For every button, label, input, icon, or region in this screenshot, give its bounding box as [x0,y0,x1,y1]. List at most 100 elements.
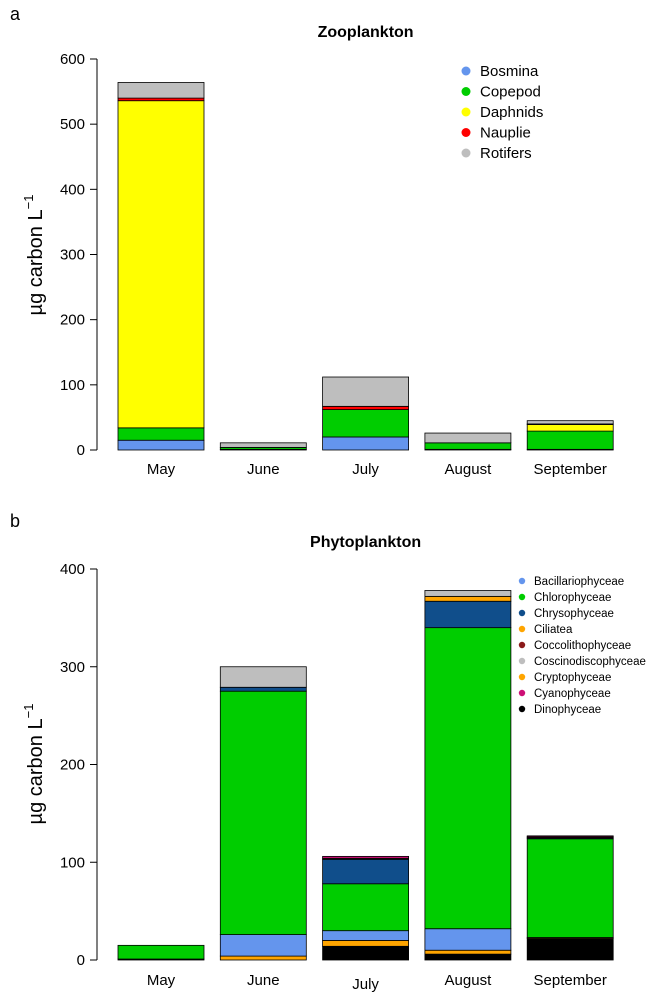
chart-title: Zooplankton [318,24,414,41]
bar-segment-bacillariophyceae [322,930,410,941]
y-axis-label: µg carbon L−1 [21,704,47,825]
bar-segment-dinophyceae [526,938,614,961]
y-axis-label: µg carbon L−1 [21,195,47,316]
bar-segment-cyanophyceae [526,835,614,838]
bar-segment-bacillariophyceae [424,928,512,951]
bar-segment-chrysophyceae [219,686,307,692]
legend-marker-nauplie [461,128,471,137]
bar-segment-rotifers [526,420,614,425]
bar-segment-daphnids [117,100,205,429]
bar-segment-nauplie [322,405,410,410]
legend-marker-coccolithophyceae [518,641,526,649]
bar-stack-july [322,855,410,961]
bar-segment-rotifers [117,82,205,99]
bar-segment-bacillariophyceae [219,934,307,957]
y-axis-label-text: µg carbon L [25,209,47,315]
legend-marker-ciliatea [518,625,526,633]
legend-label-dinophyceae: Dinophyceae [534,704,601,716]
legend-marker-chrysophyceae [518,609,526,617]
legend: Bosmina Copepod Daphnids Nauplie Rotifers [461,63,543,162]
bar-segment-copepod [424,442,512,450]
bar-segment-dinophyceae [322,945,410,961]
y-tick-label: 100 [60,854,85,871]
bar-segment-cryptophyceae [424,595,512,602]
bar-segment-chlorophyceae [117,944,205,960]
x-tick-label: July [352,976,379,992]
legend: Bacillariophyceae Chlorophyceae Chrysophyc… [518,576,646,716]
y-tick-label: 400 [60,561,85,578]
bar-segment-chlorophyceae [219,690,307,935]
bar-segment-rotifers [322,376,410,407]
bar-stack-september [526,835,614,961]
bar-stack-august [424,432,512,451]
bar-stack-august [424,590,512,961]
bar-segment-cyanophyceae [322,855,410,859]
y-axis-label-text: µg carbon L [25,718,47,824]
legend-marker-chlorophyceae [518,593,526,601]
y-tick-label: 300 [60,659,85,676]
legend-marker-coscinodiscophyceae [518,657,526,665]
legend-marker-daphnids [461,107,471,117]
y-tick-label: 200 [60,312,85,329]
x-tick-label: June [247,972,280,989]
panel-letter: b [10,511,20,531]
legend-label-copepod: Copepod [480,84,541,101]
legend-label-chlorophyceae: Chlorophyceae [534,592,611,604]
x-tick-label: September [534,972,607,989]
y-tick-label: 300 [60,247,85,264]
legend-label-bacillariophyceae: Bacillariophyceae [534,576,624,588]
bar-segment-dinophyceae [424,953,512,961]
legend-label-daphnids: Daphnids [480,104,543,121]
legend-label-rotifers: Rotifers [480,145,532,162]
y-tick-label: 0 [77,442,85,459]
x-tick-label: August [445,461,493,478]
bar-stack-july [322,376,410,451]
legend-marker-copepod [461,87,471,96]
bar-segment-chrysophyceae [424,600,512,629]
bar-stack-may [117,944,205,961]
bar-segment-daphnids [526,424,614,432]
x-tick-label: May [147,972,176,989]
legend-label-bosmina: Bosmina [480,63,539,80]
bar-stack-september [526,420,614,451]
y-tick-label: 0 [77,952,85,969]
x-tick-label: September [534,461,607,478]
legend-marker-cryptophyceae [518,673,526,681]
chart-title: Phytoplankton [310,534,421,551]
bar-segment-chlorophyceae [526,838,614,938]
bar-segment-coscinodiscophyceae [424,590,512,597]
y-axis-label-superscript: −1 [21,195,36,210]
legend-label-cyanophyceae: Cyanophyceae [534,688,611,700]
y-tick-label: 200 [60,757,85,774]
bar-segment-ciliatea [219,955,307,961]
legend-marker-cyanophyceae [518,689,526,697]
legend-label-nauplie: Nauplie [480,125,531,142]
legend-label-coccolithophyceae: Coccolithophyceae [534,640,631,652]
x-tick-label: May [147,461,176,478]
legend-label-chrysophyceae: Chrysophyceae [534,608,614,620]
bar-segment-rotifers [219,442,307,448]
legend-label-ciliatea: Ciliatea [534,624,573,636]
legend-marker-bacillariophyceae [518,577,526,585]
bar-segment-chlorophyceae [322,883,410,932]
x-tick-label: August [445,972,493,989]
bar-segment-rotifers [424,432,512,444]
bar-segment-coscinodiscophyceae [219,666,307,688]
bar-stack-may [117,82,205,451]
y-tick-label: 400 [60,181,85,198]
bar-segment-chlorophyceae [424,627,512,930]
bar-segment-chrysophyceae [322,858,410,885]
panel-letter: a [10,4,21,24]
bar-segment-bosmina [117,439,205,451]
bar-stack-june [219,442,307,451]
bar-segment-bosmina [322,436,410,451]
bar-segment-copepod [526,430,614,450]
bar-segment-copepod [117,427,205,441]
y-tick-label: 100 [60,377,85,394]
legend-label-coscinodiscophyceae: Coscinodiscophyceae [534,656,646,668]
legend-label-cryptophyceae: Cryptophyceae [534,672,611,684]
x-tick-label: July [352,461,379,478]
chart-panel-a: a Zooplankton µg carbon L−1 0 100 200 300 400 50… [10,4,614,478]
y-tick-label: 600 [60,51,85,68]
